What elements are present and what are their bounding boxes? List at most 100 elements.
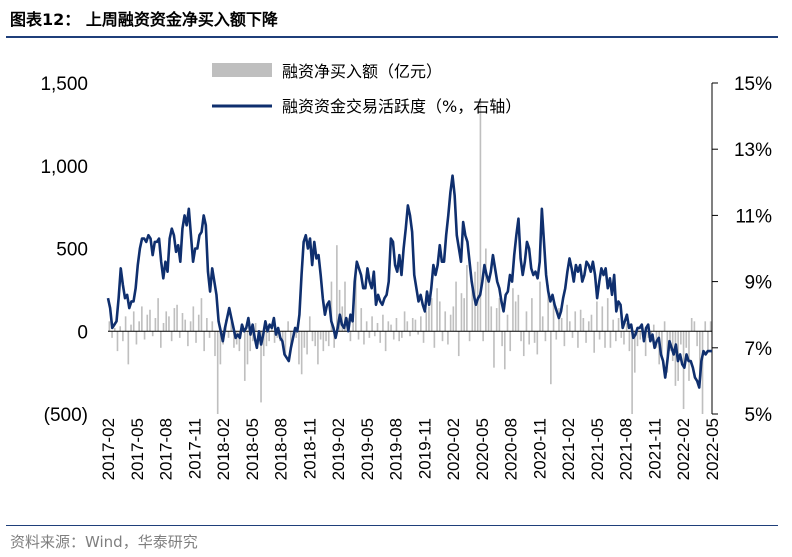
bar	[157, 298, 159, 332]
bar	[609, 331, 612, 348]
bar	[344, 281, 346, 332]
x-tick-label: 2019-08	[387, 418, 406, 480]
bar	[550, 331, 552, 385]
bar	[254, 322, 257, 332]
bar	[281, 331, 284, 345]
bar	[555, 331, 558, 340]
bar	[696, 331, 698, 347]
bar	[414, 319, 417, 332]
bar	[260, 331, 262, 403]
bar	[585, 331, 587, 343]
x-tick-label: 2020-11	[530, 418, 549, 479]
figure-title: 图表12： 上周融资资金净买入额下降	[10, 10, 278, 29]
bar	[227, 331, 230, 338]
bar	[401, 331, 403, 338]
right-tick-label: 7%	[745, 339, 773, 360]
bar	[441, 331, 444, 342]
bar	[189, 321, 192, 332]
bar	[411, 318, 414, 332]
bar	[113, 327, 116, 332]
bar	[132, 311, 135, 332]
bar	[141, 306, 143, 332]
bar	[108, 321, 111, 332]
bar	[699, 331, 701, 381]
bar	[661, 331, 663, 357]
bar	[520, 331, 522, 342]
bar	[457, 331, 460, 357]
bar	[176, 304, 178, 332]
bar	[127, 331, 130, 365]
bar	[219, 331, 222, 365]
right-tick-label: 13%	[734, 140, 772, 161]
bar	[417, 331, 419, 335]
bar	[639, 331, 642, 340]
source-note: 资料来源：Wind，华泰研究	[10, 533, 198, 551]
bar	[615, 331, 617, 342]
bar	[355, 265, 357, 332]
bar	[501, 331, 503, 347]
bar	[541, 316, 544, 332]
x-tick-label: 2022-05	[703, 418, 722, 480]
bar	[398, 331, 400, 342]
bar	[338, 289, 341, 332]
bar	[192, 306, 195, 332]
bar	[693, 321, 696, 332]
x-tick-label: 2021-05	[588, 418, 607, 480]
bar	[322, 331, 325, 352]
bar	[170, 331, 173, 342]
bar	[268, 331, 270, 342]
bar	[403, 311, 406, 332]
x-tick-label: 2021-08	[617, 418, 636, 480]
bar	[195, 331, 197, 343]
bar	[252, 331, 254, 342]
x-tick-label: 2020-05	[473, 418, 492, 480]
bar	[295, 331, 298, 338]
x-tick-label: 2018-05	[243, 418, 262, 480]
bar	[587, 321, 590, 332]
bar	[284, 331, 287, 357]
bar	[466, 265, 468, 332]
bar	[430, 298, 433, 332]
bar	[162, 322, 165, 332]
x-tick-label: 2021-02	[559, 418, 578, 480]
bar	[376, 322, 379, 332]
left-tick-label: 1,500	[40, 74, 88, 95]
bar	[709, 321, 712, 332]
x-tick-label: 2019-02	[329, 418, 348, 480]
bar	[579, 309, 582, 332]
x-tick-label: 2019-05	[358, 418, 377, 480]
bar	[246, 331, 249, 365]
x-tick-label: 2018-11	[300, 418, 319, 479]
bar	[560, 318, 563, 332]
bar	[203, 331, 205, 352]
bar	[273, 331, 276, 343]
bar	[233, 331, 235, 348]
bar	[606, 298, 609, 332]
x-tick-label: 2018-02	[214, 418, 233, 480]
bar	[206, 318, 208, 332]
bar	[604, 331, 606, 348]
x-tick-label: 2017-11	[185, 418, 204, 479]
bar	[208, 331, 211, 338]
bar	[327, 331, 330, 347]
bar	[479, 101, 482, 332]
bar	[514, 301, 517, 332]
bar	[371, 316, 373, 332]
bar	[596, 301, 598, 332]
bar	[577, 331, 579, 348]
bar	[306, 331, 308, 355]
bar	[216, 331, 219, 414]
bar	[325, 331, 327, 342]
bar	[360, 308, 363, 332]
source-rule	[6, 525, 778, 526]
bar	[363, 331, 365, 345]
bar	[444, 311, 447, 332]
bar	[300, 331, 303, 375]
bar	[168, 316, 170, 332]
bar	[471, 281, 474, 332]
bar	[531, 298, 533, 332]
bar	[319, 331, 322, 340]
bar	[368, 331, 371, 338]
bar	[674, 331, 677, 386]
x-tick-label: 2017-05	[128, 418, 147, 480]
